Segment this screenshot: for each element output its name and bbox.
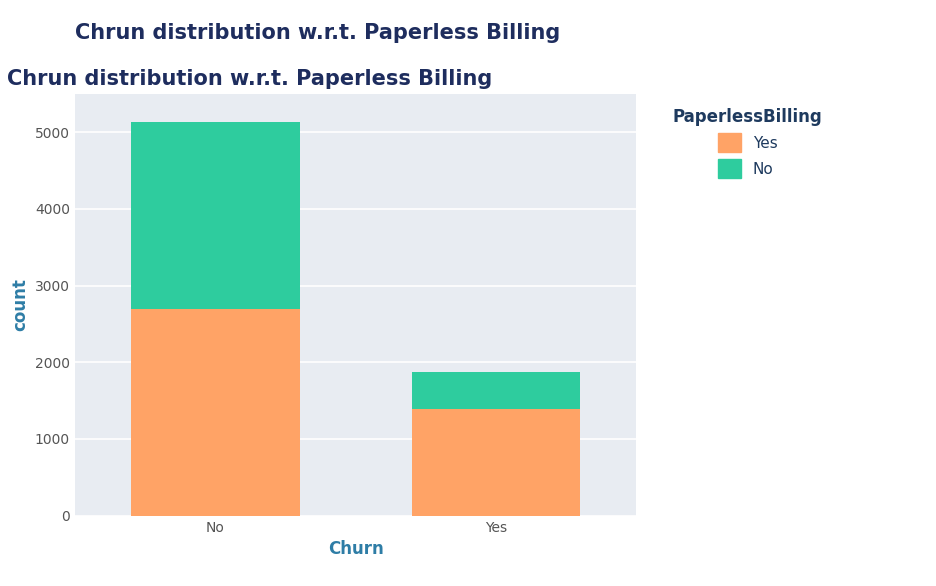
Text: Chrun distribution w.r.t. Paperless Billing: Chrun distribution w.r.t. Paperless Bill…: [75, 23, 560, 43]
Y-axis label: count: count: [11, 278, 29, 331]
Bar: [131, 122, 300, 309]
Bar: [412, 409, 580, 516]
Bar: [412, 372, 580, 409]
Legend: Yes, No: Yes, No: [666, 101, 828, 184]
Text: Chrun distribution w.r.t. Paperless Billing: Chrun distribution w.r.t. Paperless Bill…: [7, 69, 492, 90]
Bar: [131, 309, 300, 516]
X-axis label: Churn: Churn: [328, 540, 384, 558]
